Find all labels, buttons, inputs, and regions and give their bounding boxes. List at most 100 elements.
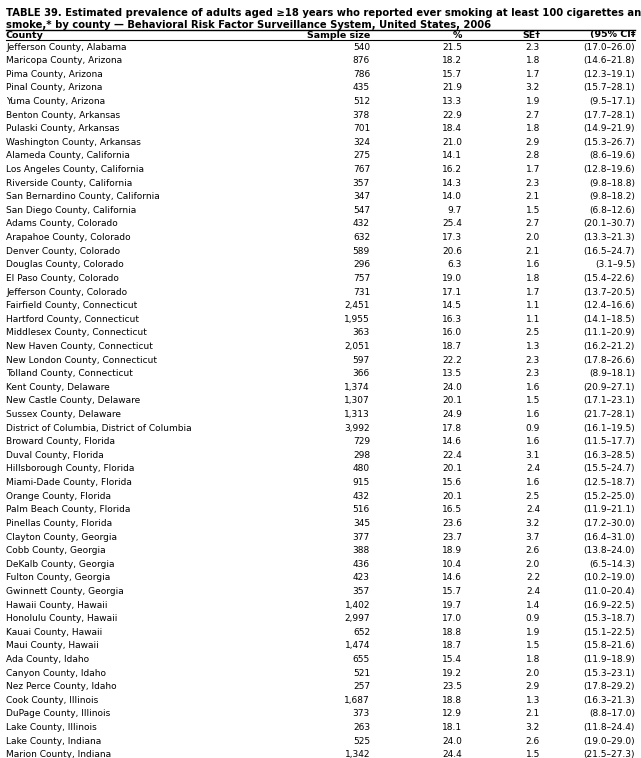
Text: (14.9–21.9): (14.9–21.9) <box>583 124 635 133</box>
Text: smoke,* by county — Behavioral Risk Factor Surveillance System, United States, 2: smoke,* by county — Behavioral Risk Fact… <box>6 20 491 30</box>
Text: 2.5: 2.5 <box>526 328 540 337</box>
Text: 1.8: 1.8 <box>526 655 540 664</box>
Text: 1,687: 1,687 <box>344 696 370 705</box>
Text: Tolland County, Connecticut: Tolland County, Connecticut <box>6 369 133 378</box>
Text: (15.5–24.7): (15.5–24.7) <box>583 465 635 474</box>
Text: Hawaii County, Hawaii: Hawaii County, Hawaii <box>6 600 108 609</box>
Text: (17.8–26.6): (17.8–26.6) <box>583 356 635 365</box>
Text: Jefferson County, Alabama: Jefferson County, Alabama <box>6 42 126 52</box>
Text: 24.0: 24.0 <box>442 737 462 746</box>
Text: New Castle County, Delaware: New Castle County, Delaware <box>6 396 140 406</box>
Text: 18.8: 18.8 <box>442 628 462 637</box>
Text: DuPage County, Illinois: DuPage County, Illinois <box>6 709 110 719</box>
Text: 1.7: 1.7 <box>526 70 540 79</box>
Text: (16.3–28.5): (16.3–28.5) <box>583 451 635 460</box>
Text: 6.3: 6.3 <box>447 260 462 269</box>
Text: 547: 547 <box>353 206 370 215</box>
Text: 18.7: 18.7 <box>442 641 462 650</box>
Text: 2.0: 2.0 <box>526 559 540 568</box>
Text: 21.0: 21.0 <box>442 138 462 147</box>
Text: 2.0: 2.0 <box>526 669 540 678</box>
Text: 1.3: 1.3 <box>526 696 540 705</box>
Text: 2,451: 2,451 <box>344 301 370 310</box>
Text: (10.2–19.0): (10.2–19.0) <box>583 573 635 582</box>
Text: Orange County, Florida: Orange County, Florida <box>6 492 111 501</box>
Text: 432: 432 <box>353 492 370 501</box>
Text: 0.9: 0.9 <box>526 424 540 433</box>
Text: 3.2: 3.2 <box>526 723 540 732</box>
Text: Fulton County, Georgia: Fulton County, Georgia <box>6 573 110 582</box>
Text: 1.9: 1.9 <box>526 97 540 106</box>
Text: 20.1: 20.1 <box>442 465 462 474</box>
Text: (21.7–28.1): (21.7–28.1) <box>583 410 635 419</box>
Text: 2.1: 2.1 <box>526 709 540 719</box>
Text: 324: 324 <box>353 138 370 147</box>
Text: 1.5: 1.5 <box>526 396 540 406</box>
Text: (95% CI‡: (95% CI‡ <box>590 30 635 39</box>
Text: 729: 729 <box>353 437 370 446</box>
Text: TABLE 39. Estimated prevalence of adults aged ≥18 years who reported ever smokin: TABLE 39. Estimated prevalence of adults… <box>6 8 641 18</box>
Text: 1.7: 1.7 <box>526 165 540 174</box>
Text: 2.8: 2.8 <box>526 152 540 161</box>
Text: 1,402: 1,402 <box>344 600 370 609</box>
Text: Riverside County, California: Riverside County, California <box>6 179 132 188</box>
Text: 263: 263 <box>353 723 370 732</box>
Text: (11.8–24.4): (11.8–24.4) <box>583 723 635 732</box>
Text: 2.7: 2.7 <box>526 111 540 120</box>
Text: (9.8–18.8): (9.8–18.8) <box>589 179 635 188</box>
Text: Kauai County, Hawaii: Kauai County, Hawaii <box>6 628 103 637</box>
Text: Cobb County, Georgia: Cobb County, Georgia <box>6 546 106 555</box>
Text: 1.8: 1.8 <box>526 56 540 65</box>
Text: Hartford County, Connecticut: Hartford County, Connecticut <box>6 315 139 324</box>
Text: 3.1: 3.1 <box>526 451 540 460</box>
Text: 19.0: 19.0 <box>442 274 462 283</box>
Text: 2.3: 2.3 <box>526 369 540 378</box>
Text: 23.5: 23.5 <box>442 682 462 691</box>
Text: (12.3–19.1): (12.3–19.1) <box>583 70 635 79</box>
Text: San Diego County, California: San Diego County, California <box>6 206 137 215</box>
Text: (19.0–29.0): (19.0–29.0) <box>583 737 635 746</box>
Text: DeKalb County, Georgia: DeKalb County, Georgia <box>6 559 115 568</box>
Text: Pulaski County, Arkansas: Pulaski County, Arkansas <box>6 124 119 133</box>
Text: 275: 275 <box>353 152 370 161</box>
Text: 1.6: 1.6 <box>526 437 540 446</box>
Text: 347: 347 <box>353 193 370 201</box>
Text: (3.1–9.5): (3.1–9.5) <box>595 260 635 269</box>
Text: 373: 373 <box>353 709 370 719</box>
Text: (15.7–28.1): (15.7–28.1) <box>583 83 635 92</box>
Text: Pinal County, Arizona: Pinal County, Arizona <box>6 83 103 92</box>
Text: (9.5–17.1): (9.5–17.1) <box>589 97 635 106</box>
Text: 423: 423 <box>353 573 370 582</box>
Text: Marion County, Indiana: Marion County, Indiana <box>6 750 111 758</box>
Text: Denver County, Colorado: Denver County, Colorado <box>6 246 120 255</box>
Text: (17.0–26.0): (17.0–26.0) <box>583 42 635 52</box>
Text: 3.2: 3.2 <box>526 83 540 92</box>
Text: 2.9: 2.9 <box>526 682 540 691</box>
Text: 9.7: 9.7 <box>447 206 462 215</box>
Text: 20.1: 20.1 <box>442 492 462 501</box>
Text: 540: 540 <box>353 42 370 52</box>
Text: 1,955: 1,955 <box>344 315 370 324</box>
Text: 786: 786 <box>353 70 370 79</box>
Text: 1.7: 1.7 <box>526 287 540 296</box>
Text: (11.0–20.4): (11.0–20.4) <box>583 587 635 596</box>
Text: 435: 435 <box>353 83 370 92</box>
Text: 15.6: 15.6 <box>442 478 462 487</box>
Text: (14.6–21.8): (14.6–21.8) <box>583 56 635 65</box>
Text: Gwinnett County, Georgia: Gwinnett County, Georgia <box>6 587 124 596</box>
Text: (16.2–21.2): (16.2–21.2) <box>583 342 635 351</box>
Text: 16.5: 16.5 <box>442 506 462 514</box>
Text: 436: 436 <box>353 559 370 568</box>
Text: 2.6: 2.6 <box>526 546 540 555</box>
Text: 655: 655 <box>353 655 370 664</box>
Text: Nez Perce County, Idaho: Nez Perce County, Idaho <box>6 682 117 691</box>
Text: (9.8–18.2): (9.8–18.2) <box>589 193 635 201</box>
Text: (13.7–20.5): (13.7–20.5) <box>583 287 635 296</box>
Text: (16.9–22.5): (16.9–22.5) <box>583 600 635 609</box>
Text: 2.3: 2.3 <box>526 179 540 188</box>
Text: 22.9: 22.9 <box>442 111 462 120</box>
Text: (12.4–16.6): (12.4–16.6) <box>583 301 635 310</box>
Text: 1,342: 1,342 <box>344 750 370 758</box>
Text: 23.7: 23.7 <box>442 533 462 541</box>
Text: 1.1: 1.1 <box>526 315 540 324</box>
